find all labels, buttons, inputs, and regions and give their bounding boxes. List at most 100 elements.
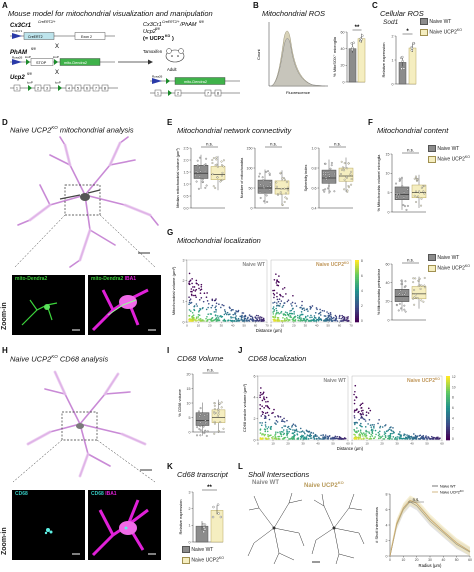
f-dot	[398, 180, 401, 182]
g-ko-point	[273, 289, 276, 292]
g-wt-point	[188, 272, 191, 275]
g-ko-point	[299, 320, 301, 322]
j-ko-point	[414, 434, 417, 437]
g-ko-point	[300, 313, 303, 316]
g2-dot	[404, 280, 407, 283]
j-ko-point	[371, 435, 374, 437]
j-wt-point	[322, 434, 324, 436]
i-dot	[220, 401, 223, 404]
j-ko-point	[359, 404, 362, 407]
e1-ytick-label: 2.5	[184, 146, 189, 150]
j-ko-point	[378, 433, 381, 435]
j-ytick-label: 4	[254, 396, 256, 400]
j-wt-point	[318, 436, 320, 439]
j-ko-point	[389, 435, 392, 438]
i-dot	[217, 410, 220, 413]
exon2-box	[74, 32, 106, 40]
g-wt-point	[203, 320, 205, 322]
g-wt-point	[255, 317, 257, 320]
j-wt-point	[264, 428, 267, 431]
g-wt-point	[230, 309, 233, 312]
g-ko-point	[325, 318, 327, 320]
g-ko-point	[329, 319, 332, 321]
g-wt-point	[193, 286, 196, 288]
f-dot	[395, 197, 398, 200]
e2-dot	[285, 181, 288, 184]
g2-dot	[404, 310, 407, 313]
b-ytick-label: 60	[341, 30, 345, 34]
j-wt-point	[261, 410, 264, 413]
f-dot	[406, 196, 408, 198]
g-ko-point	[313, 316, 316, 319]
g2-dot	[414, 293, 417, 296]
j-ko-point	[370, 426, 373, 428]
g-ko-point	[326, 318, 329, 320]
j-wt-point	[274, 437, 276, 440]
g-colorbar-cell	[355, 284, 359, 288]
j-ko-point	[404, 433, 406, 436]
j-xlabel: Distance (μm)	[337, 446, 364, 451]
j-ko-point	[361, 433, 364, 436]
g-wt-point	[243, 320, 245, 322]
c-sig-label: *	[406, 29, 409, 35]
svg-text:): )	[172, 36, 174, 42]
j-ko-point	[399, 431, 401, 433]
e3-dot	[327, 187, 329, 190]
j-wt-point	[260, 387, 262, 389]
g-ko-point	[280, 300, 283, 302]
g-ko-point	[309, 316, 311, 319]
f-dot	[404, 205, 406, 208]
panel-e-label: E	[167, 118, 173, 127]
g-wt-point	[191, 278, 193, 280]
f-dot	[420, 204, 422, 207]
e3-dot	[333, 173, 336, 175]
j-wt-point	[328, 435, 330, 438]
j-ko-point	[377, 437, 380, 440]
g-ko-point	[346, 320, 349, 322]
pham-label: PhAM	[10, 50, 28, 56]
legend-top: Naive WT Naive UCP2KO	[420, 18, 462, 37]
g-wt-point	[231, 320, 233, 322]
j-ko-point	[400, 437, 402, 440]
g-ko-point	[284, 314, 287, 317]
e2-dot	[268, 172, 271, 175]
j-wt-xtick-label: 10	[271, 442, 275, 446]
g-wt-group-label: Naive WT	[242, 262, 265, 268]
panel-a-label: A	[2, 1, 8, 10]
l-ytick-label: 0	[386, 554, 388, 558]
j-ko-point	[383, 438, 386, 440]
g-ko-point	[290, 312, 293, 315]
g-wt-point	[223, 319, 226, 322]
j-wt-point	[274, 416, 276, 418]
j-colorbar-cell	[446, 429, 450, 432]
g-wt-point	[240, 316, 243, 318]
e3-dot	[328, 173, 331, 176]
legend-wt-label: Naive WT	[429, 19, 452, 25]
j-ko-point	[398, 436, 400, 438]
e1-dot	[194, 174, 197, 176]
k-dot	[216, 503, 220, 506]
e1-dot	[219, 180, 222, 183]
j-wt-point	[342, 438, 345, 440]
g-wt-point	[191, 282, 193, 285]
k-dot	[202, 530, 205, 534]
j-wt-point	[326, 438, 328, 440]
k-ylabel: Relative expression	[178, 500, 183, 535]
g-ko-point	[334, 314, 337, 317]
j-ko-point	[359, 429, 362, 432]
h-image-merge: CD68 IBA1	[88, 490, 161, 560]
g2-dot	[420, 284, 423, 287]
j-wt-point	[286, 434, 288, 436]
g-wt-point	[241, 320, 244, 322]
j-wt-point	[259, 391, 262, 394]
f-dot	[407, 205, 409, 207]
j-ko-point	[392, 427, 394, 429]
g-ko-point	[292, 294, 294, 297]
j-colorbar-cell	[446, 388, 450, 392]
j-wt-point	[263, 406, 265, 409]
e1-ytick-label: 2.0	[184, 158, 189, 162]
f-dot	[415, 190, 417, 193]
g-ko-point	[273, 294, 276, 296]
g-wt-point	[238, 319, 241, 322]
